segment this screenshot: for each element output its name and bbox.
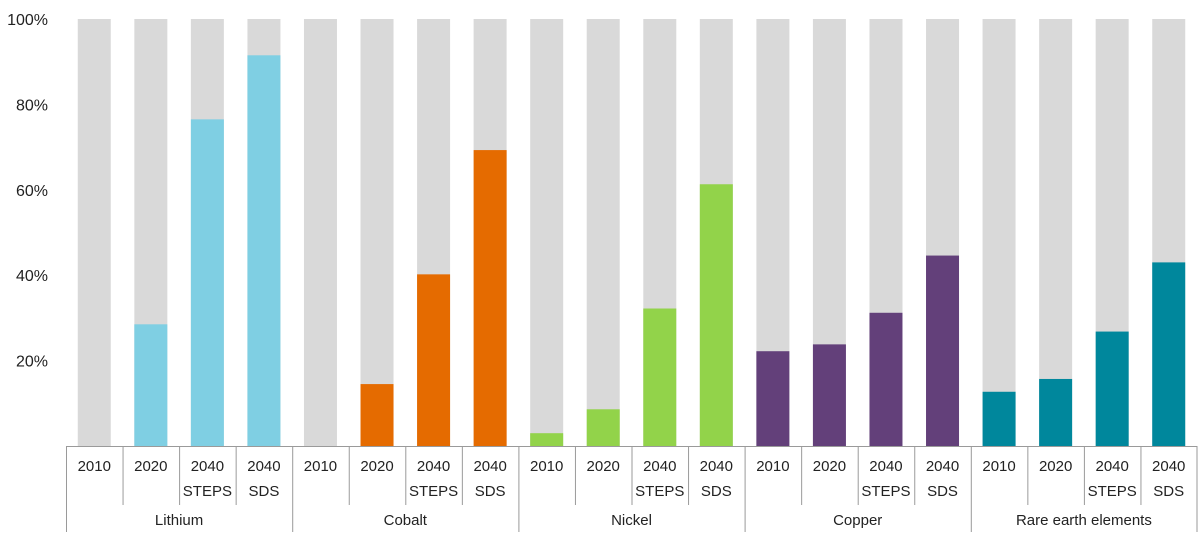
bar-cobalt-1 — [360, 384, 394, 446]
bar-rare-earth-elements-3 — [1152, 262, 1186, 446]
bar-rare-earth-elements-1 — [1039, 378, 1073, 446]
bar-copper-1 — [812, 344, 846, 446]
bar-background — [982, 19, 1016, 446]
bar-background — [303, 19, 337, 446]
bar-lithium-2 — [190, 119, 224, 446]
x-category-label: 2010 — [78, 458, 111, 475]
x-category-label: 2020 — [360, 458, 393, 475]
bar-background — [77, 19, 111, 446]
x-category-sublabel: SDS — [701, 483, 732, 500]
x-category-label: 2040 — [247, 458, 280, 475]
bar-cobalt-2 — [417, 274, 451, 446]
group-label: Rare earth elements — [1016, 512, 1152, 529]
x-category-label: 2020 — [813, 458, 846, 475]
x-category-label: 2040 — [869, 458, 902, 475]
x-category-sublabel: STEPS — [183, 483, 232, 500]
x-category-label: 2010 — [756, 458, 789, 475]
bar-background — [586, 19, 620, 446]
bars-layer — [77, 19, 1186, 447]
x-category-sublabel: SDS — [927, 483, 958, 500]
x-category-label: 2010 — [304, 458, 337, 475]
group-label: Copper — [833, 512, 882, 529]
x-category-sublabel: STEPS — [409, 483, 458, 500]
x-category-label: 2020 — [134, 458, 167, 475]
bar-background — [360, 19, 394, 446]
bar-rare-earth-elements-2 — [1095, 331, 1129, 446]
bar-nickel-1 — [586, 409, 620, 446]
x-category-label: 2040 — [926, 458, 959, 475]
x-category-label: 2010 — [530, 458, 563, 475]
x-category-sublabel: STEPS — [1088, 483, 1137, 500]
x-category-label: 2040 — [417, 458, 450, 475]
bar-copper-0 — [756, 351, 790, 446]
x-category-label: 2040 — [1095, 458, 1128, 475]
x-category-label: 2020 — [1039, 458, 1072, 475]
x-category-sublabel: SDS — [475, 483, 506, 500]
y-tick-label: 40% — [16, 268, 48, 285]
group-label: Lithium — [155, 512, 203, 529]
bar-background — [1039, 19, 1073, 446]
x-category-sublabel: STEPS — [861, 483, 910, 500]
x-category-label: 2040 — [1152, 458, 1185, 475]
x-category-label: 2040 — [700, 458, 733, 475]
bar-nickel-2 — [643, 308, 677, 446]
y-tick-label: 60% — [16, 183, 48, 200]
bar-background — [530, 19, 564, 446]
y-tick-label: 100% — [7, 12, 48, 29]
x-category-sublabel: SDS — [249, 483, 280, 500]
x-category-sublabel: SDS — [1153, 483, 1184, 500]
x-category-sublabel: STEPS — [635, 483, 684, 500]
x-category-label: 2040 — [643, 458, 676, 475]
x-category-label: 2010 — [982, 458, 1015, 475]
bar-lithium-3 — [247, 55, 281, 447]
x-category-label: 2040 — [473, 458, 506, 475]
bar-copper-3 — [926, 255, 960, 446]
bar-rare-earth-elements-0 — [982, 391, 1016, 446]
bar-nickel-3 — [699, 184, 733, 446]
y-tick-label: 20% — [16, 354, 48, 371]
bar-nickel-0 — [530, 433, 564, 446]
group-label: Cobalt — [384, 512, 428, 529]
bar-cobalt-3 — [473, 150, 507, 447]
x-axis: 2010 2020 2040 STEPS 2040 SDS Lithium 2010 2020 2… — [66, 446, 1198, 532]
y-tick-label: 80% — [16, 97, 48, 114]
bar-lithium-1 — [134, 324, 168, 446]
bar-copper-2 — [869, 312, 903, 446]
y-axis: 20% 40% 60% 80% 100% — [7, 12, 48, 371]
group-label: Nickel — [611, 512, 652, 529]
x-category-label: 2040 — [191, 458, 224, 475]
x-category-label: 2020 — [587, 458, 620, 475]
